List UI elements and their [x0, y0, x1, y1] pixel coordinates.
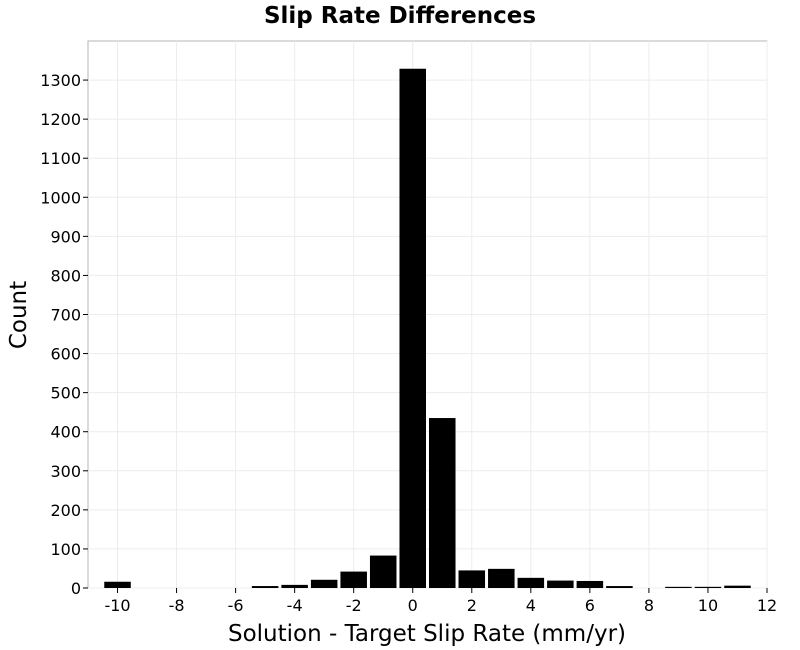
- y-tick-label: 100: [50, 540, 81, 559]
- chart-title: Slip Rate Differences: [264, 3, 536, 29]
- x-tick-label: 6: [585, 596, 595, 615]
- y-axis-ticks: 0 100 200 300 400 500 600 700 800 900 1000 1100 1200…: [40, 71, 88, 598]
- histogram-bar: [458, 570, 486, 588]
- y-tick-label: 700: [50, 306, 81, 325]
- x-tick-label: -8: [169, 596, 185, 615]
- y-tick-label: 1000: [40, 188, 81, 207]
- y-tick-label: 1100: [40, 149, 81, 168]
- x-tick-label: 0: [408, 596, 418, 615]
- x-axis-ticks: -10 -8 -6 -4 -2 0 2 4 6 8 10 12: [104, 588, 777, 615]
- histogram-bar: [606, 586, 633, 588]
- bars: [104, 68, 751, 588]
- grid-lines: [88, 41, 768, 589]
- histogram-bar: [488, 568, 515, 588]
- y-tick-label: 1200: [40, 110, 81, 129]
- y-tick-label: 300: [50, 462, 81, 481]
- x-axis-label: Solution - Target Slip Rate (mm/yr): [228, 621, 626, 647]
- histogram-bar: [340, 571, 367, 588]
- y-tick-label: 800: [50, 266, 81, 285]
- histogram-bar: [399, 68, 426, 588]
- y-tick-label: 200: [50, 501, 81, 520]
- histogram-bar: [694, 586, 722, 588]
- y-axis-label: Count: [6, 281, 32, 349]
- x-tick-label: -2: [346, 596, 362, 615]
- histogram-bar: [576, 580, 604, 588]
- x-tick-label: -10: [104, 596, 130, 615]
- y-tick-label: 900: [50, 227, 81, 246]
- y-tick-label: 500: [50, 384, 81, 403]
- histogram-bar: [310, 579, 338, 588]
- x-tick-label: 10: [698, 596, 718, 615]
- histogram-bar: [517, 577, 545, 588]
- histogram-bar: [104, 581, 131, 588]
- x-tick-label: -6: [228, 596, 244, 615]
- y-tick-label: 400: [50, 423, 81, 442]
- histogram-bar: [369, 555, 397, 588]
- y-tick-label: 0: [71, 579, 81, 598]
- x-tick-label: 2: [467, 596, 477, 615]
- histogram-bar: [547, 580, 574, 588]
- x-tick-label: 12: [757, 596, 777, 615]
- x-tick-label: 4: [526, 596, 536, 615]
- y-tick-label: 600: [50, 345, 81, 364]
- histogram-bar: [281, 584, 308, 588]
- histogram-bar: [665, 586, 692, 588]
- histogram-bar: [724, 585, 751, 588]
- x-tick-label: 8: [644, 596, 654, 615]
- histogram-bar: [429, 418, 456, 588]
- histogram-bar: [251, 586, 279, 588]
- x-tick-label: -4: [287, 596, 303, 615]
- y-tick-label: 1300: [40, 71, 81, 90]
